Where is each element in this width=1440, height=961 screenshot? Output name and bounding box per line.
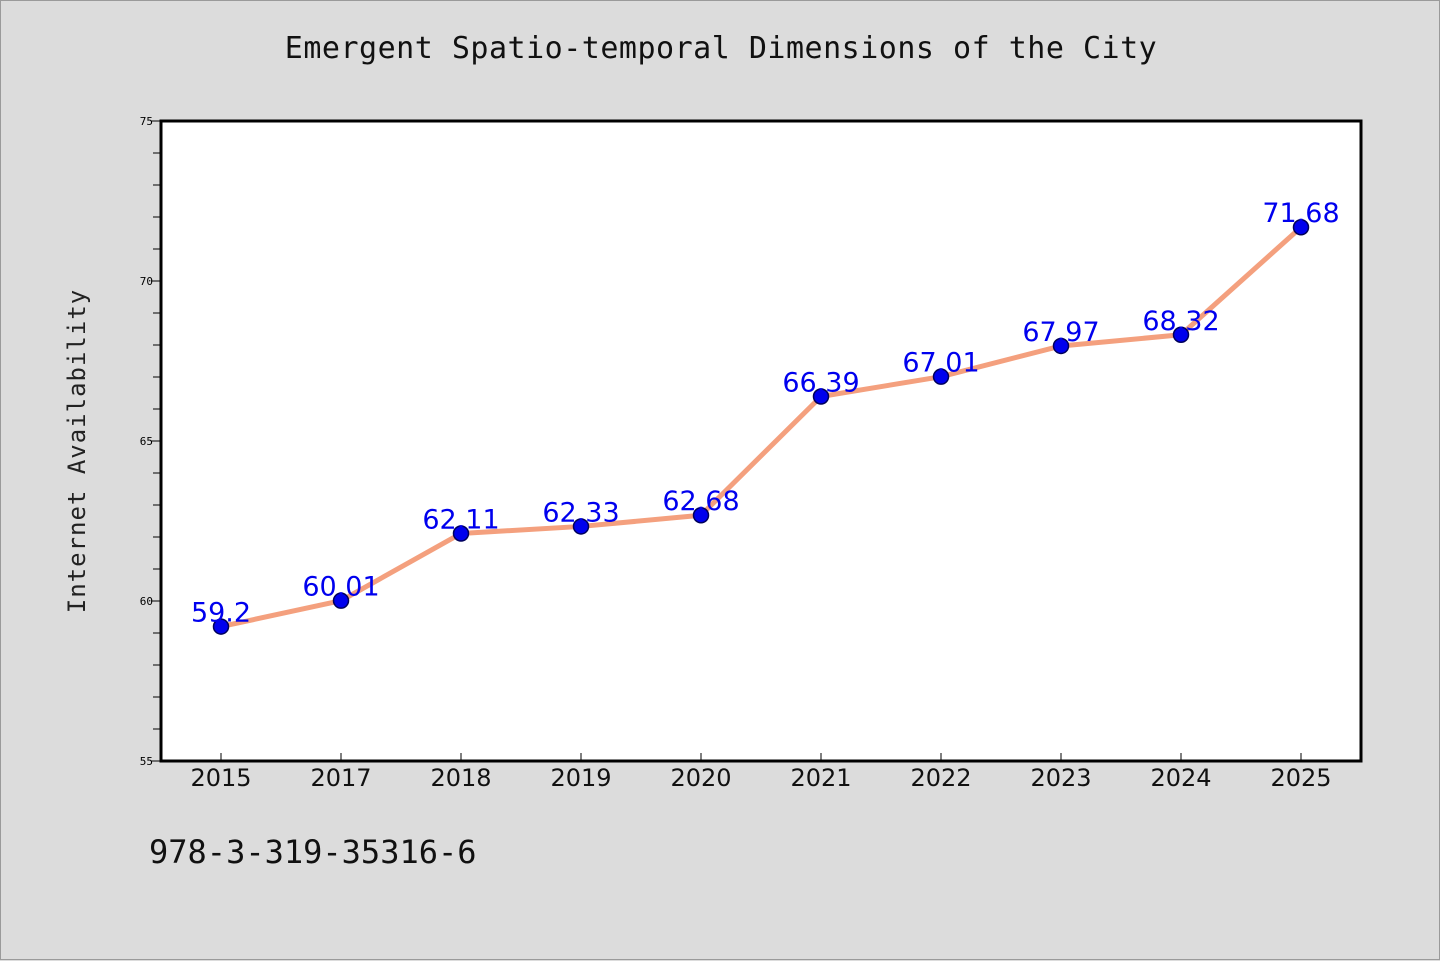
y-tick-label: 55: [140, 755, 153, 768]
x-tick-label: 2022: [910, 764, 971, 792]
data-label: 60.01: [302, 572, 379, 603]
data-label: 67.97: [1022, 317, 1099, 348]
data-point: [932, 368, 950, 385]
x-tick-label: 2018: [430, 764, 491, 792]
plot-frame: [159, 119, 1363, 763]
data-point: [1052, 337, 1070, 355]
y-tick-label: 75: [140, 115, 153, 128]
data-label: 62.68: [662, 486, 739, 517]
x-tick-label: 2025: [1270, 764, 1331, 792]
series-line: [218, 224, 1304, 630]
data-label: 71.68: [1262, 198, 1339, 229]
x-tick-label: 2019: [550, 764, 611, 792]
data-label: 66.39: [782, 368, 859, 399]
data-point: [1292, 218, 1310, 236]
footer-text: 978-3-319-35316-6: [149, 833, 477, 871]
data-label: 62.11: [422, 504, 499, 535]
data-point: [692, 506, 710, 524]
data-label: 68.32: [1142, 306, 1219, 337]
x-tick-label: 2024: [1150, 764, 1211, 792]
data-point: [212, 618, 230, 635]
x-tick-label: 2017: [310, 764, 371, 792]
data-label: 59.2: [191, 598, 251, 629]
y-tick-label: 65: [140, 435, 153, 448]
data-point: [452, 525, 470, 542]
chart-title: Emergent Spatio-temporal Dimensions of t…: [284, 31, 1158, 66]
data-point: [812, 388, 830, 405]
x-tick-label: 2023: [1030, 764, 1091, 792]
x-tick-label: 2020: [670, 764, 731, 792]
plot-area: [161, 121, 1361, 761]
data-point: [332, 592, 350, 609]
data-point: [1172, 326, 1190, 344]
y-tick-label: 70: [140, 275, 153, 288]
data-label: 67.01: [902, 348, 979, 379]
data-point: [572, 518, 590, 535]
x-tick-label: 2021: [790, 764, 851, 792]
x-tick-label: 2015: [190, 764, 251, 792]
y-tick-label: 60: [140, 595, 153, 608]
data-label: 62.33: [542, 497, 619, 528]
